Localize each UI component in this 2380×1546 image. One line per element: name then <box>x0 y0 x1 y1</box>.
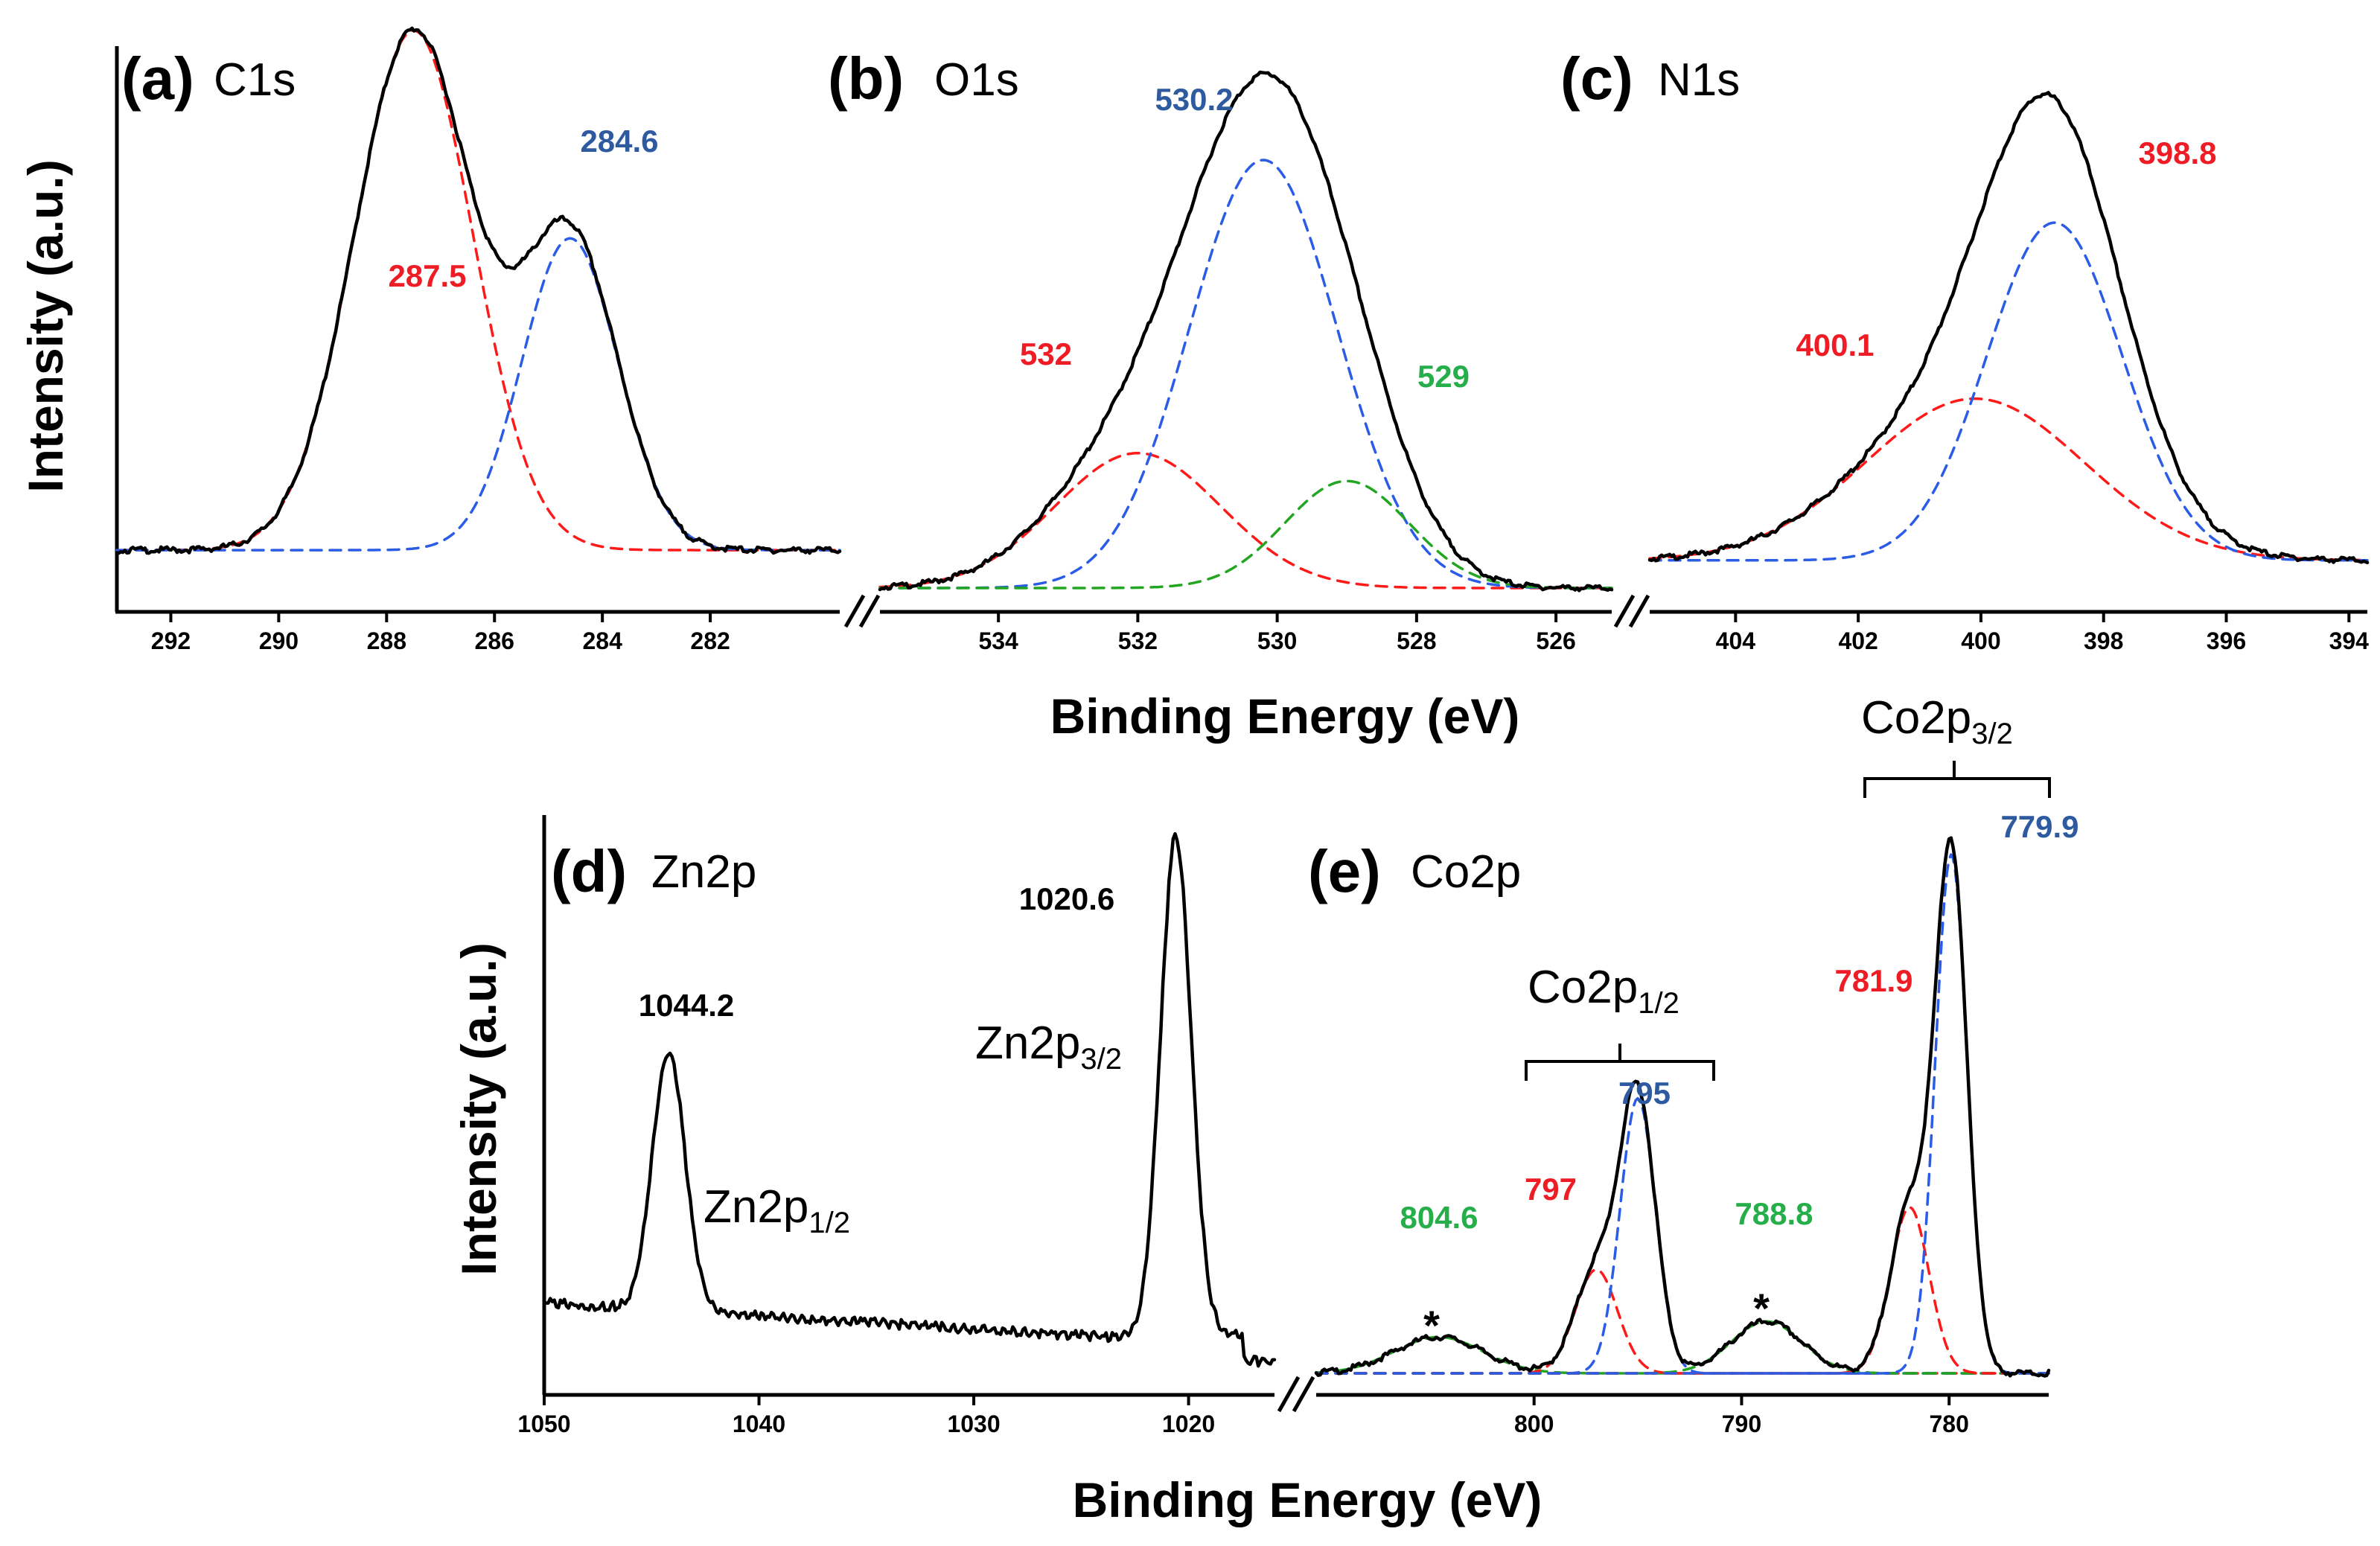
panel-d-letter: (d) <box>551 838 627 904</box>
panel-e-name: Co2p <box>1411 846 1521 898</box>
x-tick-label-c-396: 396 <box>2207 627 2246 654</box>
x-tick-label-d-1030: 1030 <box>947 1411 1000 1437</box>
x-tick-label-b-530: 530 <box>1257 627 1297 654</box>
panel-c-letter: (c) <box>1560 45 1633 112</box>
x-tick-label-e-790: 790 <box>1722 1411 1761 1437</box>
orbital-co2p32-main: Co2p <box>1861 692 1971 744</box>
peak-label-398-8: 398.8 <box>2138 135 2216 170</box>
x-tick-label-a-288: 288 <box>367 627 406 654</box>
peak-label-804-6: 804.6 <box>1400 1200 1478 1235</box>
x-tick-label-a-282: 282 <box>690 627 730 654</box>
orbital-zn2p32-sub: 3/2 <box>1080 1043 1122 1076</box>
peak-label-781-9: 781.9 <box>1834 963 1912 998</box>
envelope-curve-e <box>1314 836 2051 1378</box>
x-tick-label-e-800: 800 <box>1514 1411 1554 1437</box>
x-tick-label-a-284: 284 <box>582 627 622 654</box>
component-curve-c-398.8 <box>1648 221 2369 562</box>
orbital-zn2p12: Zn2p1/2 <box>704 1181 850 1239</box>
x-tick-label-c-394: 394 <box>2329 627 2370 654</box>
peak-label-532: 532 <box>1020 336 1072 371</box>
peak-label-400-1: 400.1 <box>1796 328 1874 362</box>
peak-label-788-8: 788.8 <box>1735 1196 1813 1231</box>
x-tick-label-d-1040: 1040 <box>733 1411 785 1437</box>
x-tick-label-d-1020: 1020 <box>1162 1411 1215 1437</box>
peak-label-1044-2: 1044.2 <box>639 988 734 1023</box>
peak-label-795: 795 <box>1618 1076 1671 1111</box>
x-tick-label-c-400: 400 <box>1961 627 2000 654</box>
axis-break-bc <box>1613 594 1650 628</box>
panel-e-letter: (e) <box>1308 838 1381 904</box>
panel-a-letter: (a) <box>121 45 194 112</box>
component-curve-a-287.5 <box>115 29 841 552</box>
peak-label-284-6: 284.6 <box>580 124 658 159</box>
component-curve-b-529 <box>878 479 1613 590</box>
x-tick-label-c-398: 398 <box>2084 627 2123 654</box>
bracket-co2p12 <box>1525 1044 1715 1081</box>
x-tick-label-e-780: 780 <box>1930 1411 1969 1437</box>
orbital-co2p12: Co2p1/2 <box>1528 962 1679 1020</box>
orbital-zn2p32-main: Zn2p <box>975 1018 1080 1069</box>
peak-label-287-5: 287.5 <box>388 258 466 293</box>
x-tick-label-c-404: 404 <box>1716 627 1756 654</box>
orbital-co2p32: Co2p3/2 <box>1861 692 2013 750</box>
panel-d-name: Zn2p <box>651 846 756 898</box>
peak-label-779-9: 779.9 <box>2000 809 2078 844</box>
orbital-zn2p32: Zn2p3/2 <box>975 1018 1122 1076</box>
curves-layer <box>115 26 2370 1378</box>
peak-label-797: 797 <box>1525 1172 1577 1207</box>
peak-label-529: 529 <box>1417 359 1470 394</box>
component-curve-b-530.2 <box>878 159 1613 590</box>
x-tick-label-d-1050: 1050 <box>517 1411 570 1437</box>
orbital-zn2p12-sub: 1/2 <box>808 1207 850 1239</box>
panel-c-name: N1s <box>1658 54 1740 106</box>
x-tick-label-b-528: 528 <box>1397 627 1436 654</box>
peak-label-1020-6: 1020.6 <box>1019 881 1114 916</box>
x-tick-label-c-402: 402 <box>1838 627 1877 654</box>
peak-label-530-2: 530.2 <box>1155 82 1233 117</box>
top-y-axis-title: Intensity (a.u.) <box>18 159 73 492</box>
ticks-layer: 292 290 288 286 284 282 534 532 530 528 526 404 402 4… <box>151 612 2369 1437</box>
orbital-co2p12-main: Co2p <box>1528 962 1638 1013</box>
axis-break-ab <box>843 594 881 628</box>
component-curve-b-532 <box>878 452 1613 590</box>
panel-a-name: C1s <box>214 54 296 106</box>
bracket-co2p32 <box>1863 761 2051 798</box>
envelope-curve-c <box>1647 91 2370 565</box>
orbital-zn2p12-main: Zn2p <box>704 1181 808 1233</box>
x-tick-label-b-532: 532 <box>1118 627 1158 654</box>
x-tick-label-a-286: 286 <box>475 627 514 654</box>
x-tick-label-b-526: 526 <box>1536 627 1575 654</box>
bottom-y-axis-title: Intensity (a.u.) <box>451 942 506 1275</box>
panel-b-name: O1s <box>934 54 1019 106</box>
top-x-axis-title: Binding Energy (eV) <box>1050 689 1520 744</box>
axis-break-de <box>1277 1376 1315 1413</box>
panel-b-letter: (b) <box>828 45 904 112</box>
x-tick-label-b-534: 534 <box>978 627 1018 654</box>
x-tick-label-a-292: 292 <box>151 627 191 654</box>
envelope-curve-a <box>115 26 842 555</box>
component-curve-a-284.6 <box>115 237 841 552</box>
orbital-co2p32-sub: 3/2 <box>1971 718 2013 750</box>
satellite-star-788: * <box>1753 1285 1770 1332</box>
satellite-star-804: * <box>1423 1302 1440 1349</box>
envelope-curve-b <box>878 70 1614 592</box>
orbital-co2p12-sub: 1/2 <box>1638 987 1679 1020</box>
x-tick-label-a-290: 290 <box>259 627 299 654</box>
bottom-x-axis-title: Binding Energy (eV) <box>1073 1472 1542 1527</box>
envelope-curve-d <box>542 831 1277 1368</box>
component-curve-e-779.9 <box>1315 853 2050 1375</box>
